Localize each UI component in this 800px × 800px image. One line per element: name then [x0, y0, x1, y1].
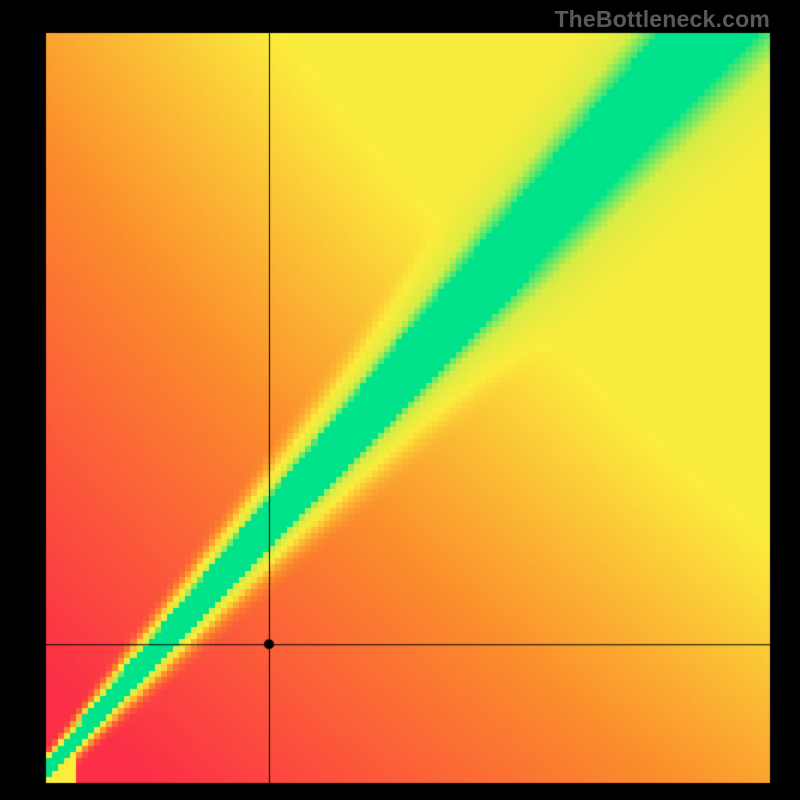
watermark-text: TheBottleneck.com [554, 6, 770, 33]
bottleneck-heatmap-canvas [0, 0, 800, 800]
